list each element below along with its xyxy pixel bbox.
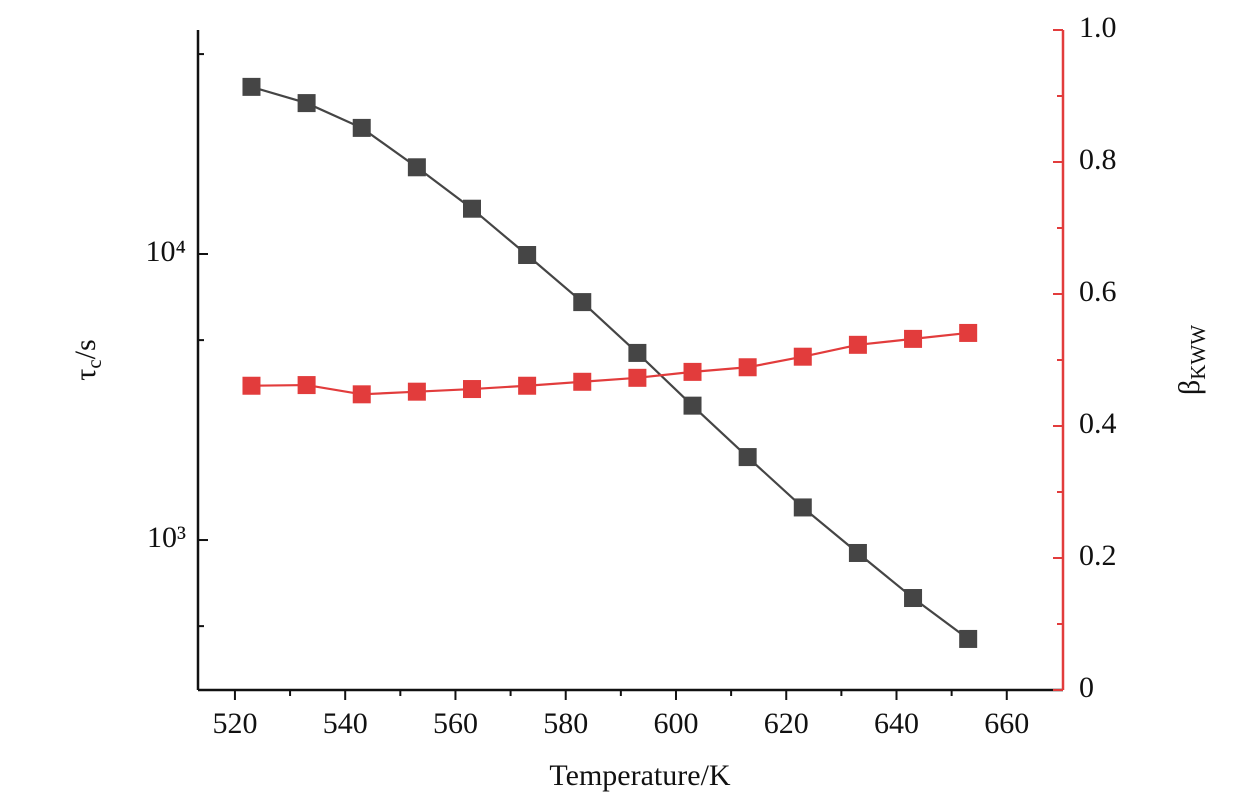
y2-axis-title-symbol: β <box>1173 380 1206 395</box>
x-tick-label: 660 <box>984 707 1029 740</box>
series-marker <box>793 347 812 366</box>
series-marker <box>683 362 702 381</box>
x-tick-label: 540 <box>323 707 368 740</box>
series-marker <box>407 158 426 177</box>
series-marker <box>848 335 867 354</box>
y-axis-title: τc/s <box>69 339 106 380</box>
series-marker <box>462 380 481 399</box>
x-tick-label: 620 <box>764 707 809 740</box>
series-marker <box>518 246 537 265</box>
series-marker <box>683 396 702 415</box>
y-axis-title-unit: /s <box>69 339 102 359</box>
series-marker <box>573 372 592 391</box>
series-marker <box>297 376 316 395</box>
y2-tick-label: 1.0 <box>1079 11 1117 44</box>
y2-tick-label: 0.2 <box>1079 539 1117 572</box>
series-marker <box>242 77 261 96</box>
series-line <box>251 331 969 396</box>
y2-tick-label: 0.6 <box>1079 275 1117 308</box>
y-axis-title-symbol: τ <box>69 369 102 381</box>
series-line <box>251 85 969 640</box>
y2-tick-label: 0.8 <box>1079 143 1117 176</box>
series-marker <box>573 293 592 312</box>
y2-tick-label: 0.4 <box>1079 407 1117 440</box>
x-tick-label: 580 <box>543 707 588 740</box>
series-marker <box>628 343 647 362</box>
x-tick-label: 600 <box>653 707 698 740</box>
series-marker <box>904 589 923 608</box>
series-marker <box>738 358 757 377</box>
series-marker <box>518 376 537 395</box>
series-marker <box>242 376 261 395</box>
series-marker <box>848 543 867 562</box>
series-marker <box>628 368 647 387</box>
x-tick-label: 640 <box>874 707 919 740</box>
x-axis-title: Temperature/K <box>549 759 730 792</box>
series-marker <box>738 448 757 467</box>
y2-axis-title: βKWW <box>1173 325 1210 395</box>
y-axis-title-subscript: c <box>82 359 106 368</box>
series-marker <box>959 323 978 342</box>
series-marker <box>352 118 371 137</box>
x-tick-label: 560 <box>433 707 478 740</box>
series-marker <box>407 382 426 401</box>
x-tick-label: 520 <box>212 707 257 740</box>
y-tick-label: 10³ <box>147 521 186 554</box>
series-marker <box>793 498 812 517</box>
series-marker <box>352 385 371 404</box>
y2-tick-label: 0 <box>1079 671 1094 704</box>
y2-axis-title-subscript: KWW <box>1186 325 1210 380</box>
series-marker <box>904 329 923 348</box>
series-marker <box>297 94 316 113</box>
series-marker <box>462 199 481 218</box>
y-tick-label: 10⁴ <box>146 235 186 268</box>
series-marker <box>959 629 978 648</box>
